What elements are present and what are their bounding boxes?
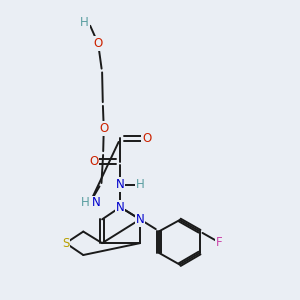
Text: O: O [99,122,108,135]
Text: H: H [80,16,89,29]
Text: N: N [136,213,145,226]
Text: O: O [94,37,103,50]
Text: H: H [136,178,145,191]
Text: N: N [116,201,125,214]
Text: N: N [92,196,100,209]
Text: S: S [62,237,70,250]
Text: N: N [116,178,125,191]
Text: O: O [89,155,98,168]
Text: O: O [142,132,151,145]
Text: H: H [81,196,90,209]
Text: F: F [216,236,223,249]
